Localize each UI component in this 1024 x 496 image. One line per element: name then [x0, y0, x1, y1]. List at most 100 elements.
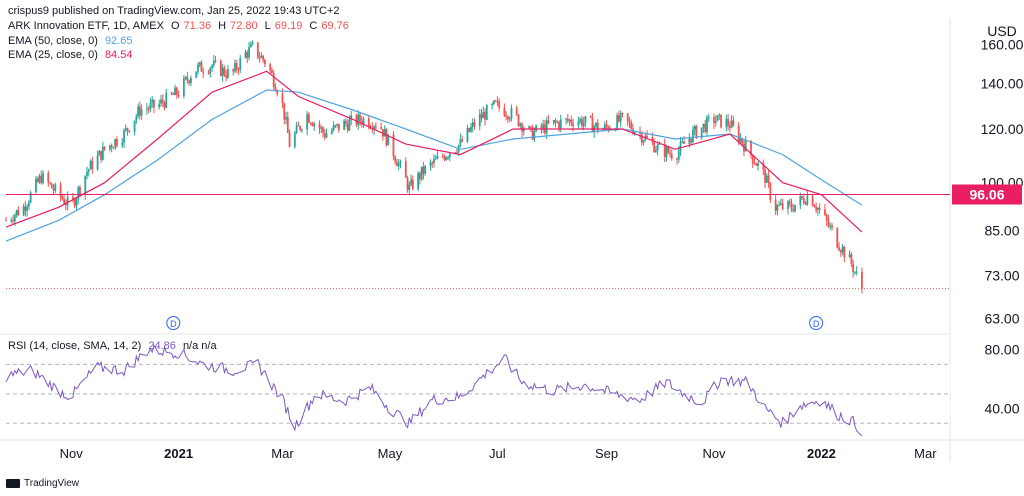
candle-body — [815, 207, 818, 211]
candle-body — [716, 115, 719, 121]
candle-body — [429, 162, 432, 166]
candle-body — [410, 179, 412, 185]
candle-body — [700, 127, 703, 138]
candle-body — [22, 206, 25, 215]
candle-body — [801, 196, 803, 199]
candle-body — [704, 123, 707, 133]
candle-body — [831, 225, 833, 228]
candle-body — [559, 119, 562, 129]
candle-body — [256, 42, 259, 58]
candle-body — [447, 157, 449, 159]
candle-body — [283, 102, 286, 120]
candle-body — [380, 127, 383, 130]
candle-body — [755, 163, 758, 166]
candle-body — [101, 146, 104, 160]
candle-body — [263, 60, 266, 65]
candle-body — [272, 73, 275, 87]
low-value: 69.19 — [274, 20, 303, 32]
candle-body — [269, 64, 272, 71]
candle-body — [165, 92, 168, 108]
candle-body — [713, 117, 715, 124]
price-tick-label: 85.00 — [984, 222, 1019, 238]
candle-body — [540, 125, 543, 129]
candle-body — [434, 158, 437, 160]
candle-body — [235, 63, 238, 70]
candle-body — [517, 114, 520, 126]
ema25-line — [5, 70, 863, 233]
candle-body — [443, 156, 446, 160]
rsi-label: RSI (14, close, SMA, 14, 2) — [8, 340, 142, 352]
rsi-tick-label: 80.00 — [984, 342, 1019, 358]
candle-body — [676, 158, 678, 160]
candle-body — [838, 247, 840, 251]
candle-body — [26, 206, 29, 211]
candle-body — [175, 87, 178, 95]
ema25-value: 84.54 — [104, 49, 133, 61]
candle-body — [605, 124, 608, 127]
candle-body — [718, 114, 721, 116]
candle-body — [124, 128, 127, 131]
candle-body — [15, 210, 18, 215]
candle-body — [54, 184, 57, 191]
candle-body — [445, 157, 448, 160]
symbol-legend: ARK Innovation ETF, 1D, AMEX O 71.36 H 72.… — [8, 20, 353, 32]
rsi-legend: RSI (14, close, SMA, 14, 2) 24.86 n/a n/… — [8, 340, 221, 352]
candle-body — [188, 80, 191, 83]
candle-body — [468, 127, 471, 132]
candle-body — [212, 60, 215, 66]
ema50-value: 92.65 — [104, 35, 133, 47]
price-tick-label: 73.00 — [984, 267, 1019, 283]
candle-body — [480, 114, 483, 119]
candle-body — [197, 64, 199, 72]
candle-body — [732, 120, 735, 126]
candle-body — [137, 106, 139, 117]
candles-group — [5, 40, 863, 294]
candle-body — [535, 125, 538, 132]
candle-body — [788, 201, 791, 204]
candle-body — [422, 166, 425, 174]
candle-body — [325, 133, 328, 138]
time-tick-label: Nov — [60, 446, 84, 461]
candle-body — [790, 203, 793, 210]
candle-body — [87, 169, 90, 172]
dividend-marker-icon — [166, 316, 181, 330]
candle-body — [642, 140, 645, 143]
candle-body — [431, 162, 434, 164]
candle-body — [848, 254, 851, 258]
candle-body — [406, 177, 409, 190]
candle-body — [295, 125, 298, 134]
candle-body — [572, 123, 575, 127]
candle-body — [249, 44, 252, 48]
candle-body — [804, 203, 807, 205]
candle-body — [568, 119, 571, 121]
candle-body — [778, 204, 781, 206]
candle-body — [100, 150, 103, 160]
candle-body — [420, 166, 423, 180]
candle-body — [40, 175, 43, 184]
candle-body — [293, 133, 296, 147]
candle-body — [75, 198, 78, 206]
candle-body — [653, 141, 656, 153]
candle-body — [355, 115, 358, 125]
tradingview-logo-icon — [6, 479, 20, 488]
candle-body — [591, 117, 594, 133]
time-tick-label: 2022 — [807, 446, 836, 461]
candle-body — [811, 195, 814, 206]
candle-body — [841, 246, 844, 253]
candle-body — [640, 133, 643, 143]
price-tick-label: 63.00 — [984, 311, 1019, 327]
candle-body — [5, 220, 7, 222]
candle-body — [508, 118, 511, 120]
candle-body — [739, 138, 742, 142]
candle-body — [161, 99, 164, 103]
candle-body — [86, 171, 88, 176]
ema25-label: EMA (25, close, 0) — [8, 49, 98, 61]
candle-body — [751, 155, 754, 164]
candle-body — [459, 139, 462, 146]
candle-body — [186, 76, 189, 81]
candle-body — [646, 135, 648, 138]
candle-body — [730, 120, 733, 128]
candle-body — [262, 55, 265, 61]
candle-body — [528, 126, 530, 129]
candle-body — [360, 121, 363, 125]
